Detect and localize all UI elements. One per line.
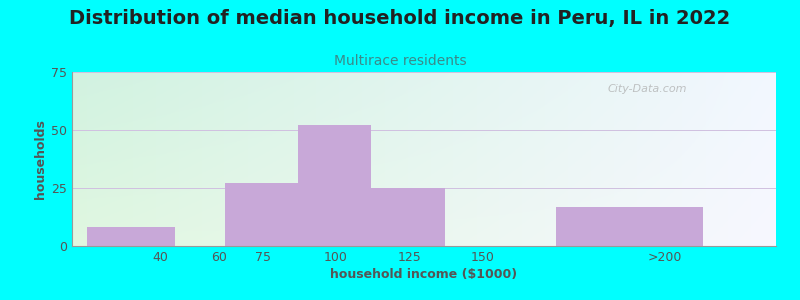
Bar [298, 125, 371, 246]
Text: Distribution of median household income in Peru, IL in 2022: Distribution of median household income … [70, 9, 730, 28]
Bar [225, 183, 298, 246]
Bar [86, 227, 174, 246]
X-axis label: household income ($1000): household income ($1000) [330, 268, 518, 281]
Bar [371, 188, 445, 246]
Text: City-Data.com: City-Data.com [607, 84, 686, 94]
Y-axis label: households: households [34, 119, 47, 199]
Text: Multirace residents: Multirace residents [334, 54, 466, 68]
Bar [556, 207, 702, 246]
